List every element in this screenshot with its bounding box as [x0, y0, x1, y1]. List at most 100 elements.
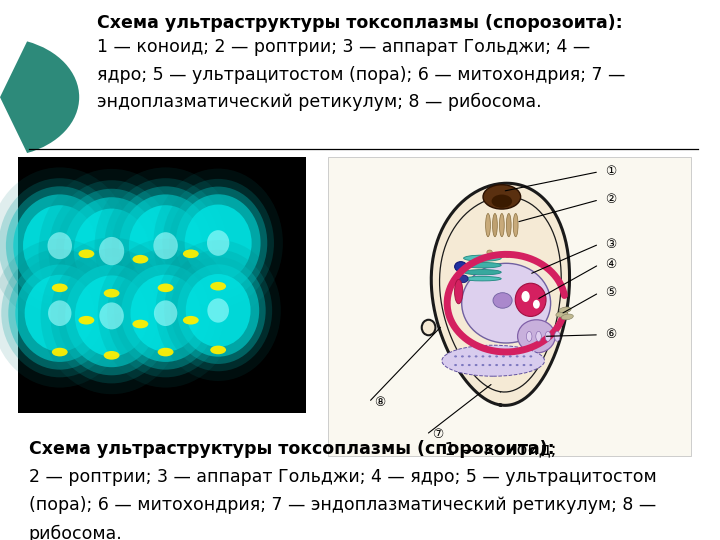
Text: ⑤: ⑤ [605, 286, 616, 299]
Ellipse shape [1, 249, 118, 377]
Ellipse shape [461, 364, 464, 366]
Ellipse shape [65, 265, 158, 367]
Ellipse shape [39, 169, 184, 333]
Text: ③: ③ [605, 238, 616, 251]
Ellipse shape [474, 355, 477, 357]
Ellipse shape [63, 197, 160, 305]
Ellipse shape [132, 320, 148, 328]
Ellipse shape [562, 314, 573, 320]
Ellipse shape [461, 355, 464, 357]
Text: Схема ультраструктуры токсоплазмы (спорозоита):: Схема ультраструктуры токсоплазмы (споро… [97, 14, 623, 31]
Ellipse shape [94, 167, 237, 324]
Ellipse shape [482, 364, 485, 366]
Ellipse shape [509, 364, 512, 366]
Ellipse shape [556, 311, 568, 317]
Bar [18, 157, 306, 413]
Text: 1 — коноид;: 1 — коноид; [439, 440, 557, 458]
Ellipse shape [78, 316, 94, 325]
Ellipse shape [529, 355, 532, 357]
Ellipse shape [121, 265, 210, 362]
Ellipse shape [104, 351, 120, 360]
Ellipse shape [545, 332, 551, 341]
Ellipse shape [442, 345, 544, 376]
Text: ④: ④ [605, 258, 616, 271]
Ellipse shape [454, 355, 457, 357]
Ellipse shape [153, 168, 283, 318]
Ellipse shape [154, 300, 177, 326]
Ellipse shape [184, 205, 252, 281]
Ellipse shape [119, 194, 212, 297]
Ellipse shape [48, 300, 71, 326]
Ellipse shape [207, 230, 229, 256]
Ellipse shape [163, 179, 274, 307]
Ellipse shape [502, 355, 505, 357]
Bar [328, 157, 691, 456]
Ellipse shape [464, 262, 501, 268]
Ellipse shape [73, 208, 150, 294]
Ellipse shape [529, 364, 532, 366]
Ellipse shape [177, 264, 259, 356]
Ellipse shape [488, 364, 491, 366]
Ellipse shape [495, 364, 498, 366]
Ellipse shape [48, 180, 175, 322]
Ellipse shape [98, 239, 233, 388]
Ellipse shape [176, 194, 261, 292]
Ellipse shape [526, 332, 532, 341]
Ellipse shape [23, 205, 96, 286]
Ellipse shape [104, 289, 120, 298]
Ellipse shape [13, 194, 107, 297]
Ellipse shape [186, 274, 251, 347]
Wedge shape [0, 42, 79, 153]
Ellipse shape [171, 257, 266, 364]
Ellipse shape [164, 249, 272, 372]
Text: (пора); 6 — митохондрия; 7 — эндоплазматический ретикулум; 8 —: (пора); 6 — митохондрия; 7 — эндоплазмат… [29, 496, 656, 514]
Ellipse shape [207, 298, 229, 322]
Ellipse shape [485, 213, 490, 237]
Ellipse shape [509, 355, 512, 357]
Ellipse shape [523, 364, 526, 366]
Ellipse shape [487, 250, 492, 254]
Text: Схема ультраструктуры токсоплазмы (спорозоита):: Схема ультраструктуры токсоплазмы (споро… [29, 440, 554, 458]
Ellipse shape [454, 262, 467, 272]
Ellipse shape [454, 279, 463, 304]
Text: ⑥: ⑥ [605, 328, 616, 341]
Text: рибосома.: рибосома. [29, 524, 122, 540]
Ellipse shape [500, 213, 504, 237]
Ellipse shape [559, 307, 571, 313]
Ellipse shape [516, 283, 546, 316]
Ellipse shape [462, 264, 551, 343]
Ellipse shape [169, 186, 267, 299]
Ellipse shape [132, 255, 148, 264]
Ellipse shape [50, 248, 173, 383]
Ellipse shape [483, 185, 521, 209]
Ellipse shape [24, 275, 95, 352]
Text: ⑦: ⑦ [432, 428, 444, 441]
Ellipse shape [464, 276, 501, 281]
Ellipse shape [56, 188, 167, 313]
Ellipse shape [48, 232, 72, 259]
Ellipse shape [505, 254, 510, 258]
Ellipse shape [492, 213, 498, 237]
Ellipse shape [474, 364, 477, 366]
Ellipse shape [183, 316, 199, 325]
Ellipse shape [9, 256, 112, 370]
Text: 2 — роптрии; 3 — аппарат Гольджи; 4 — ядро; 5 — ультрацитостом: 2 — роптрии; 3 — аппарат Гольджи; 4 — яд… [29, 468, 657, 486]
Ellipse shape [521, 291, 530, 302]
Ellipse shape [518, 320, 555, 353]
Ellipse shape [129, 205, 202, 286]
Ellipse shape [0, 167, 131, 324]
Ellipse shape [52, 284, 68, 292]
Text: ②: ② [605, 193, 616, 206]
Text: ①: ① [605, 165, 616, 178]
Ellipse shape [52, 348, 68, 356]
Ellipse shape [516, 355, 518, 357]
Ellipse shape [130, 275, 201, 352]
Ellipse shape [533, 300, 540, 309]
Ellipse shape [468, 355, 471, 357]
Ellipse shape [454, 364, 457, 366]
Text: эндоплазматический ретикулум; 8 — рибосома.: эндоплазматический ретикулум; 8 — рибосо… [97, 93, 542, 111]
Ellipse shape [0, 239, 127, 388]
Ellipse shape [488, 355, 491, 357]
Ellipse shape [158, 348, 174, 356]
Ellipse shape [183, 249, 199, 258]
